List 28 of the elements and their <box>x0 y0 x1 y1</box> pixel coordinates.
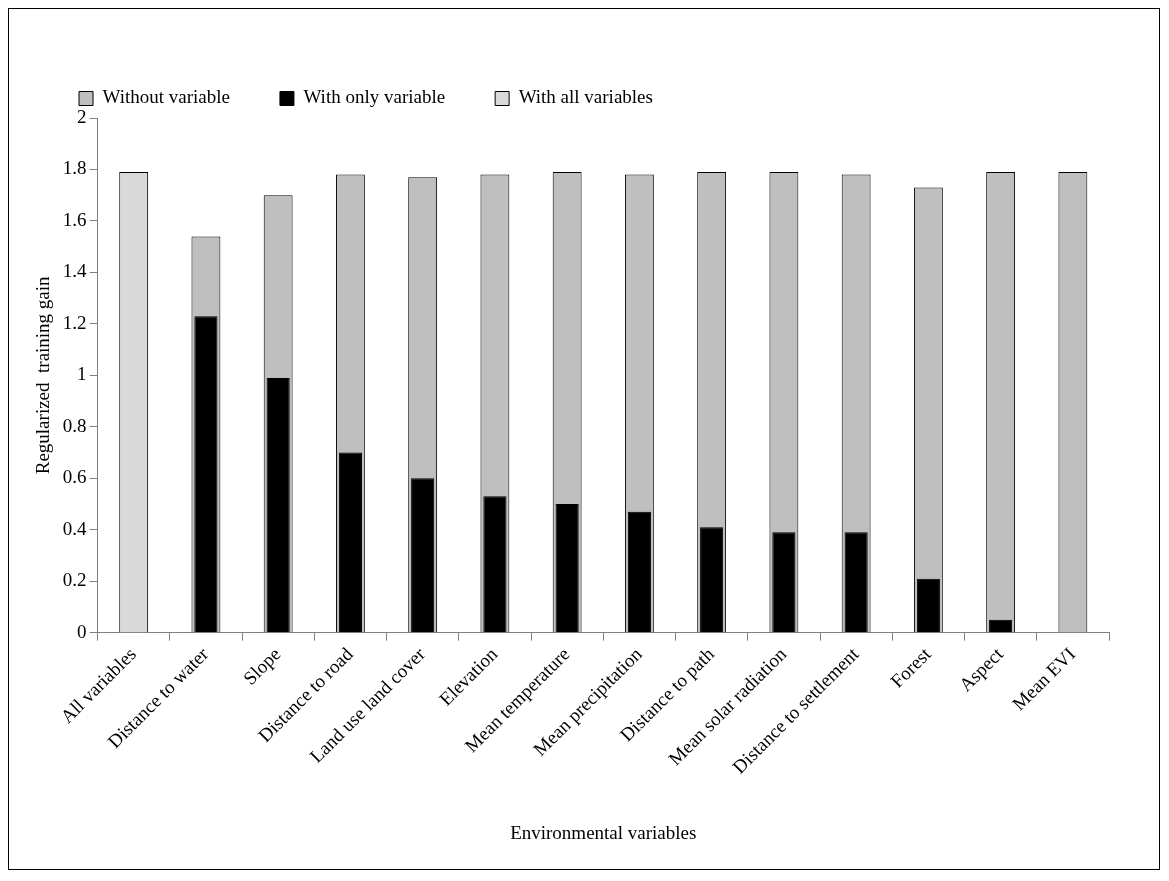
y-tick-label: 1.4 <box>62 260 88 282</box>
legend-label: Without variable <box>102 86 230 108</box>
bar <box>989 619 1013 633</box>
y-tick-label: 0.4 <box>62 517 88 539</box>
bar <box>411 478 435 633</box>
legend-label: With only variable <box>303 86 446 108</box>
y-axis-title: Regularized training gain <box>32 275 54 475</box>
bar <box>772 532 796 633</box>
bar <box>194 316 218 633</box>
bar <box>700 527 724 633</box>
y-tick-label: 0 <box>77 620 87 642</box>
bar <box>483 496 507 633</box>
bar <box>627 511 651 633</box>
y-tick-label: 1 <box>77 363 87 385</box>
y-tick-label: 0.8 <box>62 414 87 436</box>
y-tick-label: 1.6 <box>62 208 87 230</box>
x-axis-title: Environmental variables <box>510 821 697 843</box>
bar <box>555 504 579 633</box>
bar <box>338 452 362 633</box>
y-tick-label: 1.2 <box>62 311 87 333</box>
legend-label: With all variables <box>518 86 653 108</box>
bar <box>916 578 940 633</box>
bar <box>266 377 290 633</box>
y-tick-label: 0.6 <box>62 466 87 488</box>
bar <box>844 532 868 633</box>
y-tick-label: 2 <box>77 105 87 127</box>
y-tick-label: 1.8 <box>62 157 87 179</box>
y-tick-label: 0.2 <box>62 569 87 591</box>
